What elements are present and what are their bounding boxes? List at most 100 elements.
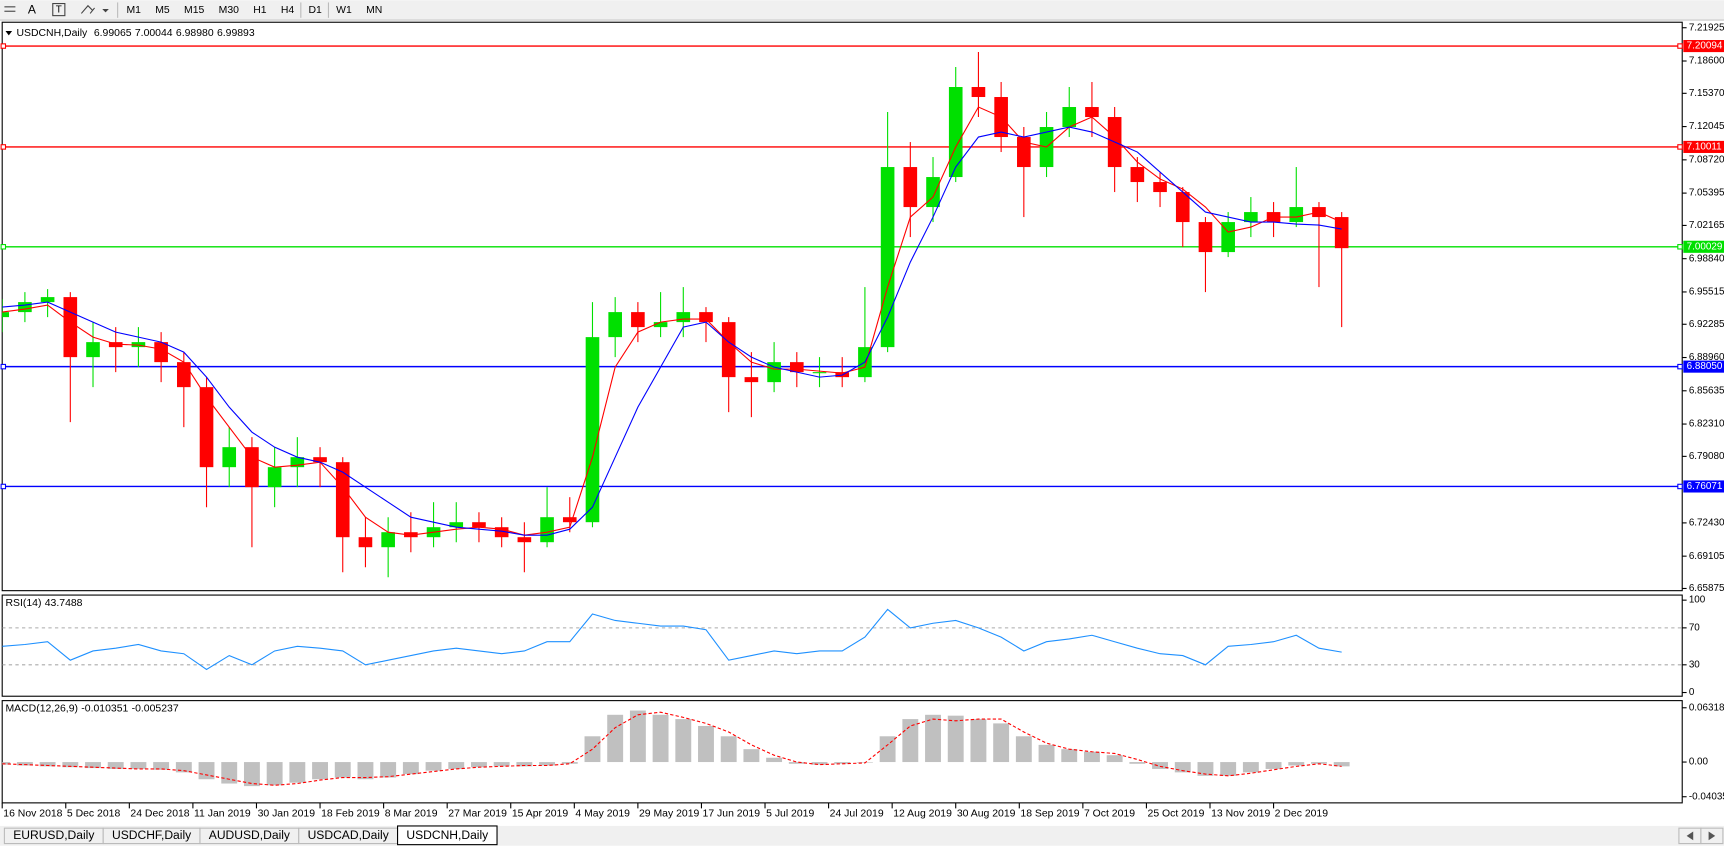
candle-body [18, 302, 32, 313]
moving-average [2, 106, 1342, 536]
histogram-bar [539, 762, 556, 766]
y-tick-label: 6.98840 [1689, 253, 1724, 264]
y-tick-label: 0.063184 [1689, 702, 1724, 713]
histogram-bar [698, 725, 714, 763]
candle-body [653, 322, 668, 328]
x-tick-label: 15 Apr 2019 [512, 809, 568, 820]
histogram-bar [1288, 762, 1305, 766]
rsi-panel [1, 594, 1683, 697]
toolbar: A T M1 M5 M15 M30 H1 H4 D1 W1 MN [0, 0, 1724, 21]
candle-body [40, 297, 55, 303]
timeframe-button[interactable]: H4 [281, 5, 295, 16]
candle-body [562, 517, 577, 523]
y-tick-label: 7.18600 [1689, 56, 1724, 67]
candle-body [267, 467, 282, 488]
candle-body [63, 297, 78, 358]
timeframe-button[interactable]: D1 [309, 5, 323, 16]
histogram-bar [493, 762, 510, 767]
timeframe-button[interactable]: M30 [219, 5, 239, 16]
candle-body [199, 387, 214, 468]
x-tick-label: 4 May 2019 [575, 809, 630, 820]
candle-body [903, 167, 918, 208]
candle-body [926, 177, 940, 208]
candle-body [699, 312, 713, 323]
histogram-bar [448, 762, 465, 769]
y-tick-label: 6.92285 [1689, 319, 1724, 330]
histogram-bar [811, 762, 828, 765]
histogram-bar [175, 762, 192, 773]
histogram-bar [902, 719, 919, 763]
tab-label: AUDUSD,Daily [209, 828, 291, 842]
y-tick-label: -0.040355 [1689, 791, 1724, 802]
y-tick-label: 6.95515 [1689, 287, 1724, 298]
candle-body [222, 447, 237, 468]
y-tick-label: 6.85635 [1689, 385, 1724, 396]
histogram-bar [221, 762, 238, 784]
histogram-bar [380, 762, 397, 778]
hline-anchor [0, 363, 7, 370]
histogram-bar [85, 762, 101, 769]
header-arrow [5, 31, 13, 36]
histogram-bar [1015, 736, 1032, 763]
histogram-bar [1174, 762, 1191, 773]
histogram-bar [1129, 762, 1146, 764]
histogram-bar [39, 762, 56, 767]
histogram-bar [629, 710, 646, 763]
scroll-right-glyph [1708, 831, 1716, 841]
timeframe-button[interactable]: MN [366, 5, 382, 16]
candle-body [585, 337, 600, 523]
x-tick-label: 30 Jan 2019 [258, 809, 316, 820]
histogram-bar [1197, 762, 1214, 776]
histogram-bar [788, 762, 805, 764]
y-tick-label: 6.88960 [1689, 352, 1724, 363]
candle-body [1244, 212, 1258, 223]
candle-body [812, 372, 827, 374]
y-tick-label: 7.15370 [1689, 88, 1724, 99]
histogram-bar [1220, 762, 1237, 776]
timeframe-button[interactable]: M15 [184, 5, 204, 16]
dropdown[interactable] [102, 9, 109, 13]
hline-anchor [1677, 43, 1683, 49]
y-tick-label: 6.79080 [1689, 451, 1724, 462]
text-tool[interactable]: A [28, 2, 37, 16]
x-tick-label: 27 Mar 2019 [448, 809, 507, 820]
candle-body [358, 537, 373, 548]
histogram-bar [675, 719, 692, 763]
hline-anchor [0, 43, 7, 49]
x-tick-label: 11 Jan 2019 [194, 809, 251, 820]
timeframe-button[interactable]: M1 [126, 5, 141, 16]
price-label-box [1683, 40, 1724, 53]
candle-body [290, 457, 305, 468]
x-tick-label: 5 Dec 2018 [67, 809, 121, 820]
x-tick-label: 29 May 2019 [639, 809, 700, 820]
arrow-tool[interactable] [80, 4, 95, 14]
hline-anchor [1677, 483, 1683, 490]
candle-body [494, 527, 509, 538]
price-label: 6.88050 [1687, 361, 1723, 372]
x-tick-label: 8 Mar 2019 [385, 809, 438, 820]
y-tick-label: 6.69105 [1689, 551, 1724, 562]
candle-body [1062, 107, 1077, 128]
candle-body [789, 362, 804, 373]
histogram-bar [1038, 744, 1055, 763]
histogram-bar [652, 714, 669, 763]
y-tick-label: 70 [1689, 622, 1700, 633]
candle-body [472, 522, 486, 528]
histogram-bar [402, 762, 419, 775]
label-tool[interactable] [52, 2, 66, 17]
timeframe-button[interactable]: W1 [336, 5, 352, 16]
y-tick-label: 7.02165 [1689, 220, 1724, 231]
y-tick-label: 7.12045 [1689, 121, 1724, 132]
candle-body [335, 462, 350, 538]
candle-body [2, 312, 10, 318]
histogram-bar [2, 762, 11, 765]
histogram-bar [1265, 762, 1282, 769]
histogram-bar [312, 762, 328, 780]
histogram-bar [607, 714, 624, 763]
timeframe-button[interactable]: H1 [253, 5, 267, 16]
tab[interactable] [397, 825, 498, 846]
x-tick-label: 7 Oct 2019 [1084, 809, 1135, 820]
price-label: 7.10011 [1687, 142, 1722, 153]
rsi-header: RSI(14) 43.7488 [5, 598, 82, 609]
timeframe-button[interactable]: M5 [155, 5, 170, 16]
